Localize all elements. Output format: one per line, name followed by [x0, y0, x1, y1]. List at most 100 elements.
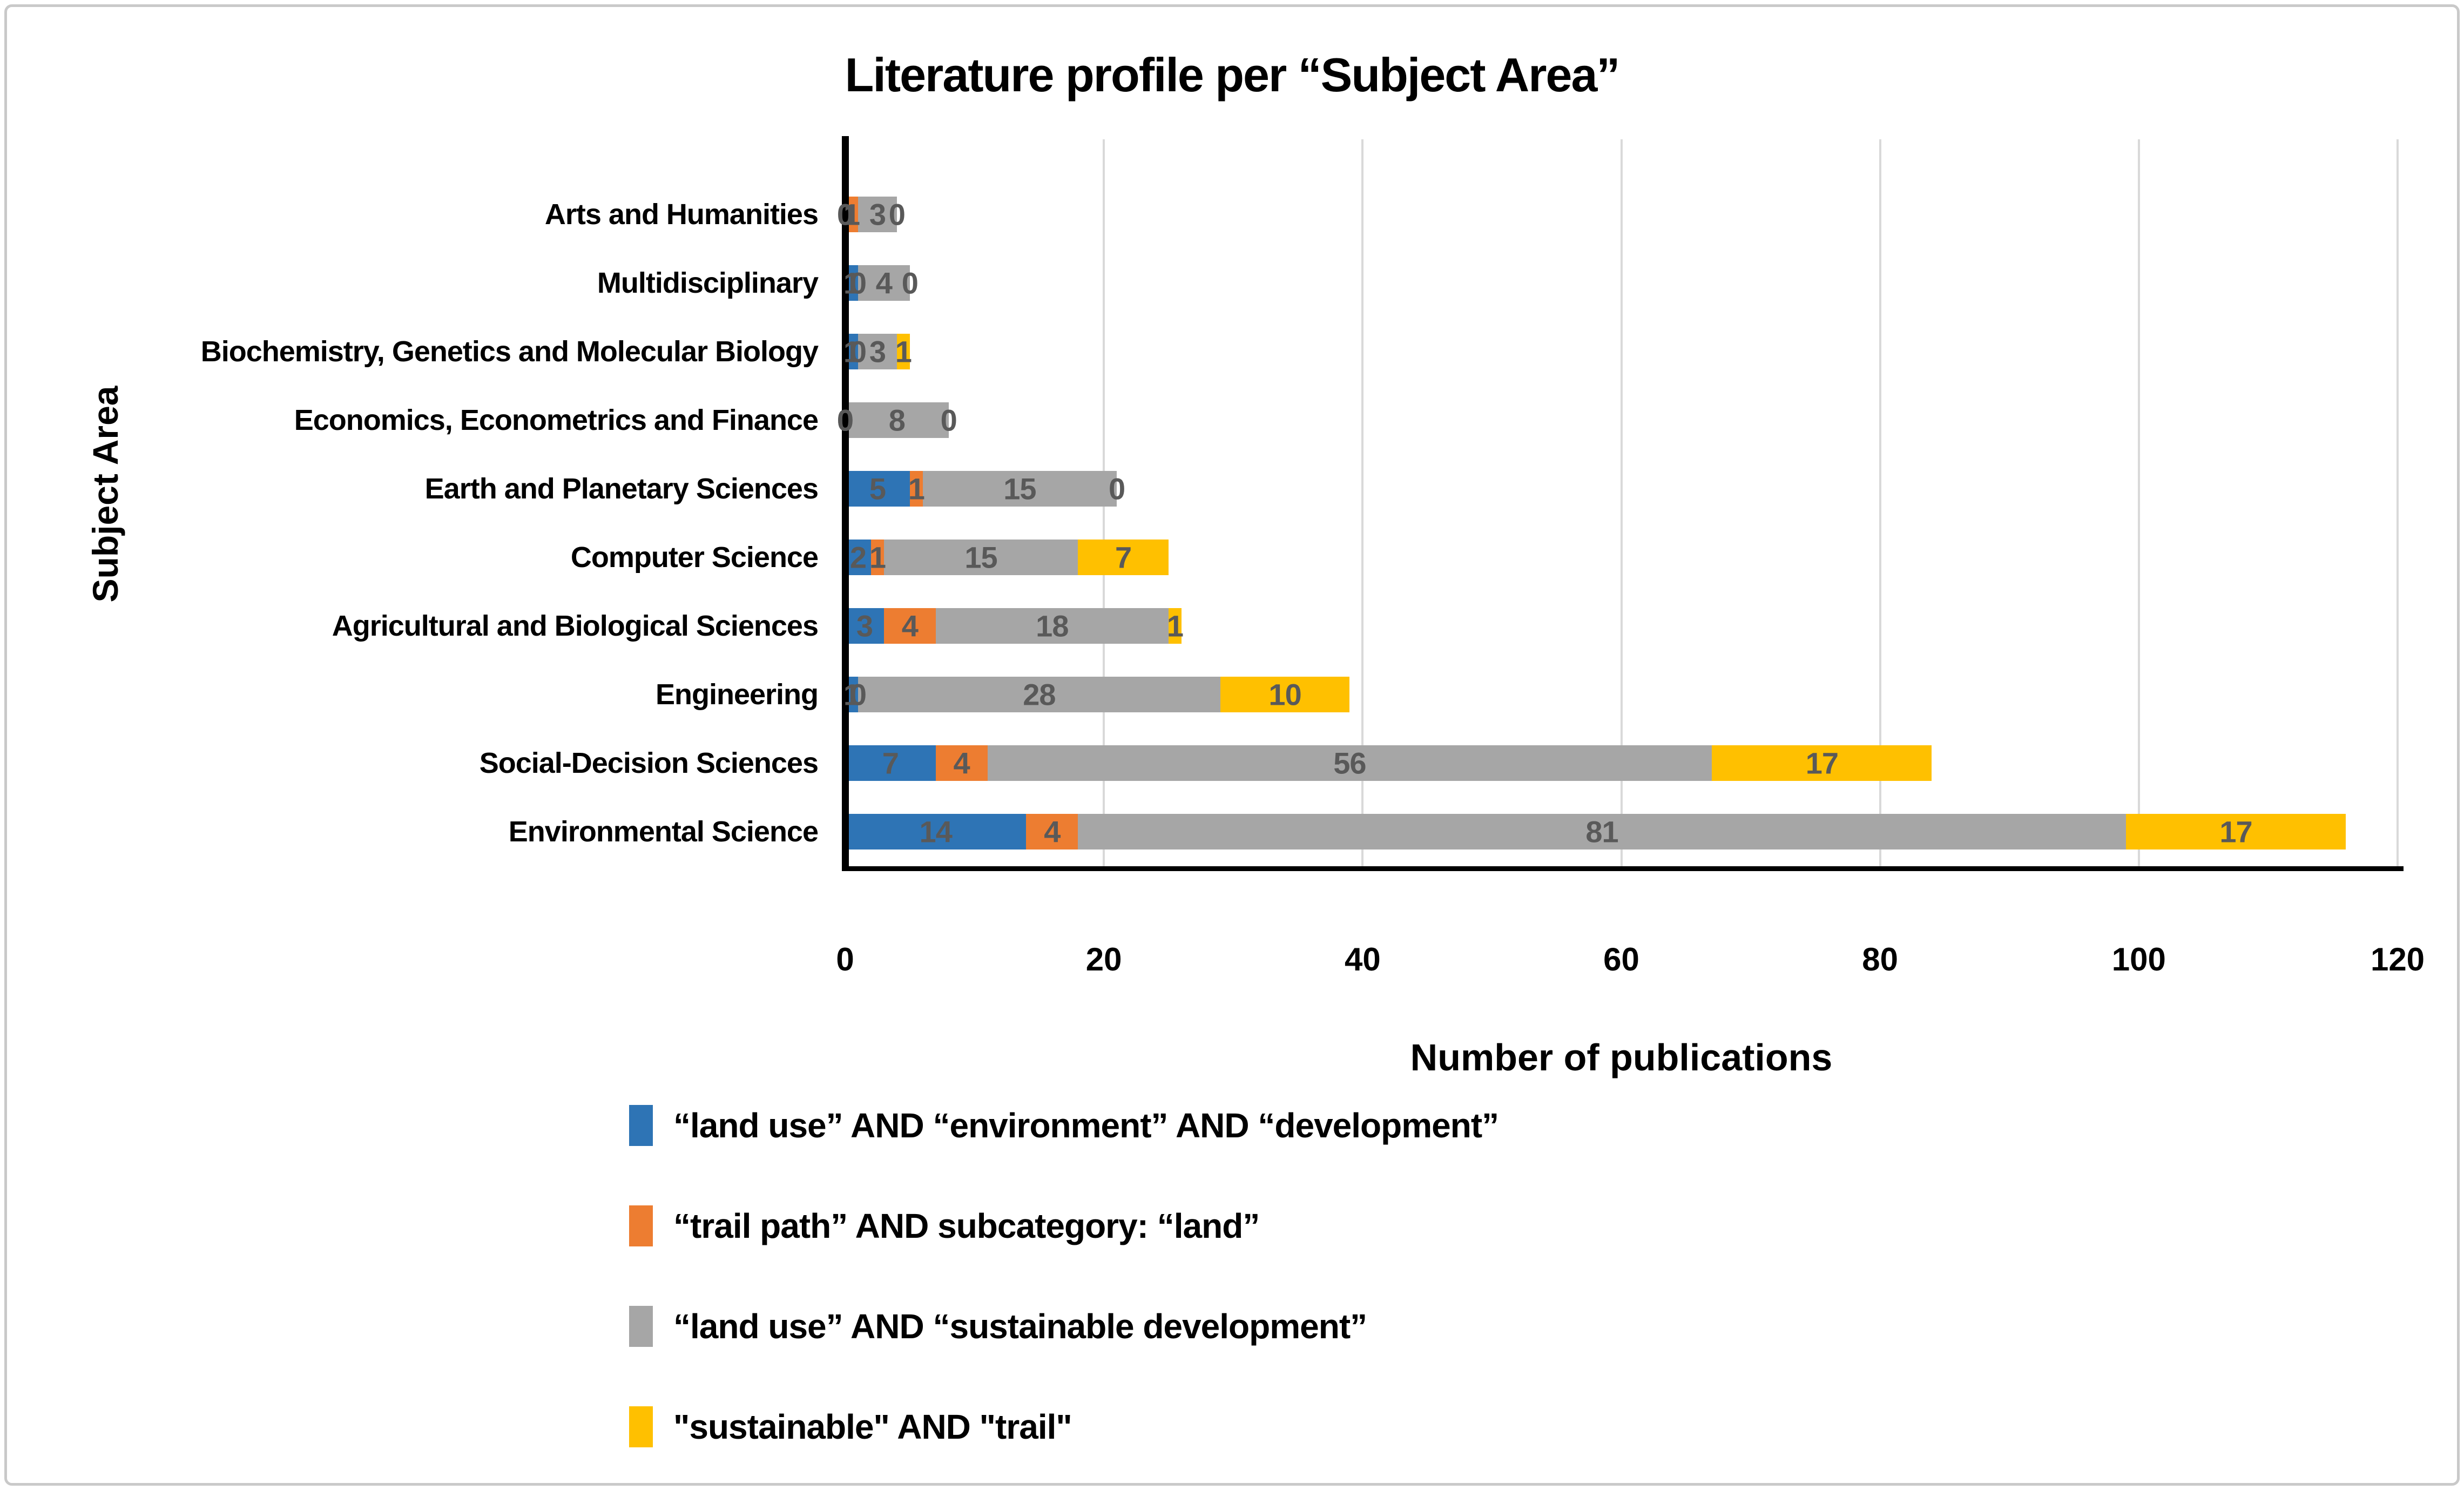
gridline [2397, 139, 2399, 866]
bar-data-label: 0 [888, 197, 906, 231]
bar-segment [845, 402, 949, 438]
bar-row: Agricultural and Biological Sciences 3 4 18… [0, 591, 2398, 660]
bar-data-label: 0 [836, 403, 854, 437]
gridline [1879, 139, 1881, 866]
bar-row: Multidisciplinary 1 0 4 0 [0, 248, 2398, 317]
category-label: Environmental Science [508, 815, 819, 848]
bar-segment [1712, 745, 1932, 781]
bar-data-label: 0 [849, 677, 867, 711]
bar-data-label: 1 [843, 266, 860, 300]
category-label: Agricultural and Biological Sciences [332, 609, 819, 642]
bar-track: 3 4 18 1 [845, 591, 2398, 660]
bar-segment [987, 745, 1712, 781]
bar-row: Social-Decision Sciences 7 4 56 17 [0, 729, 2398, 797]
category-label: Economics, Econometrics and Finance [294, 403, 819, 436]
y-axis-line [842, 136, 849, 871]
bar-segment [922, 470, 1117, 507]
bar-data-label: 1 [843, 197, 860, 231]
bar-segment [1220, 676, 1350, 712]
bar-data-label: 7 [1115, 540, 1132, 574]
category-label: Arts and Humanities [544, 198, 819, 231]
bar-data-label: 17 [2219, 814, 2252, 848]
x-tick-label: 100 [2111, 941, 2166, 977]
bar-track: 2 1 15 7 [845, 523, 2398, 591]
bar-data-label: 8 [888, 403, 906, 437]
bar-data-label: 1 [895, 334, 912, 368]
bar-segment [909, 470, 923, 507]
x-axis-ticks: 0 20 40 60 80 100 120 [836, 941, 2425, 979]
gridline [1361, 139, 1364, 866]
bar-segment [858, 196, 897, 232]
bar-data-label: 1 [843, 334, 860, 368]
bar-data-label: 17 [1805, 746, 1839, 780]
bar-data-label: 15 [964, 540, 997, 574]
legend: “land use” AND “environment” AND “develo… [629, 1101, 1499, 1452]
category-label: Earth and Planetary Sciences [424, 472, 819, 505]
bar-data-label: 3 [869, 197, 886, 231]
x-axis-line [842, 866, 2404, 871]
x-tick-label: 80 [1862, 941, 1899, 977]
bar-rows: Arts and Humanities 0 1 3 0 Multidisciplinary… [0, 180, 2398, 866]
legend-swatch [629, 1105, 653, 1146]
bar-data-label: 2 [849, 540, 867, 574]
bar-row: Engineering 1 0 28 10 [0, 660, 2398, 729]
chart-title: Literature profile per “Subject Area” [845, 48, 1621, 102]
bar-data-label: 0 [1109, 471, 1125, 505]
bar-segment [858, 333, 897, 369]
legend-item: “land use” AND “environment” AND “develo… [629, 1101, 1499, 1150]
legend-item: “trail path” AND subcategory: “land” [629, 1201, 1498, 1251]
bar-data-label: 18 [1036, 609, 1069, 643]
x-tick-label: 0 [836, 941, 854, 977]
bar-data-label: 28 [1023, 677, 1056, 711]
x-tick-label: 60 [1603, 941, 1639, 977]
x-tick-label: 40 [1344, 941, 1381, 977]
bar-track: 14 4 81 17 [845, 797, 2398, 866]
bar-data-label: 56 [1333, 746, 1366, 780]
bar-data-label: 0 [836, 197, 854, 231]
bar-track: 7 4 56 17 [845, 729, 2398, 797]
bar-row: Arts and Humanities 0 1 3 0 [0, 180, 2398, 248]
category-label: Engineering [655, 678, 819, 711]
bar-data-label: 4 [953, 746, 970, 780]
gridline [2137, 139, 2140, 866]
bar-segment [845, 470, 910, 507]
x-tick-label: 20 [1085, 941, 1122, 977]
bar-data-label: 1 [908, 471, 925, 505]
bar-track: 5 1 15 0 [845, 454, 2398, 523]
category-label: Biochemistry, Genetics and Molecular Bio… [200, 335, 819, 368]
bar-segment [883, 539, 1078, 575]
legend-swatch [629, 1205, 653, 1246]
bar-data-label: 10 [1268, 677, 1301, 711]
bar-row: Biochemistry, Genetics and Molecular Bio… [0, 317, 2398, 386]
bar-segment [1168, 608, 1182, 644]
category-label: Computer Science [570, 541, 819, 574]
bar-data-label: 81 [1585, 814, 1618, 848]
bar-data-label: 1 [869, 540, 886, 574]
bar-segment [883, 608, 936, 644]
bar-data-label: 0 [849, 334, 867, 368]
bar-row: Environmental Science 14 4 81 17 [0, 797, 2398, 866]
bar-data-label: 0 [940, 403, 957, 437]
bar-segment [845, 813, 1027, 849]
bar-segment [1078, 539, 1169, 575]
bar-segment [896, 333, 910, 369]
bar-segment [858, 265, 910, 301]
bar-row: Earth and Planetary Sciences 5 1 15 0 [0, 454, 2398, 523]
bar-data-label: 1 [843, 677, 860, 711]
bar-data-label: 5 [869, 471, 886, 505]
category-label: Multidisciplinary [597, 266, 819, 299]
bar-segment [870, 539, 884, 575]
bar-segment [845, 539, 871, 575]
bar-data-label: 4 [901, 609, 919, 643]
bar-data-label: 1 [1166, 609, 1184, 643]
bar-data-label: 0 [836, 403, 854, 437]
bar-data-label: 14 [919, 814, 953, 848]
bar-data-label: 0 [901, 266, 919, 300]
bar-row: Economics, Econometrics and Finance 0 0 8 0 [0, 386, 2398, 454]
legend-label: “land use” AND “sustainable development” [673, 1307, 1367, 1346]
bar-segment [1078, 813, 2126, 849]
legend-item: "sustainable" AND "trail" [629, 1402, 1498, 1452]
bar-data-label: 3 [869, 334, 886, 368]
